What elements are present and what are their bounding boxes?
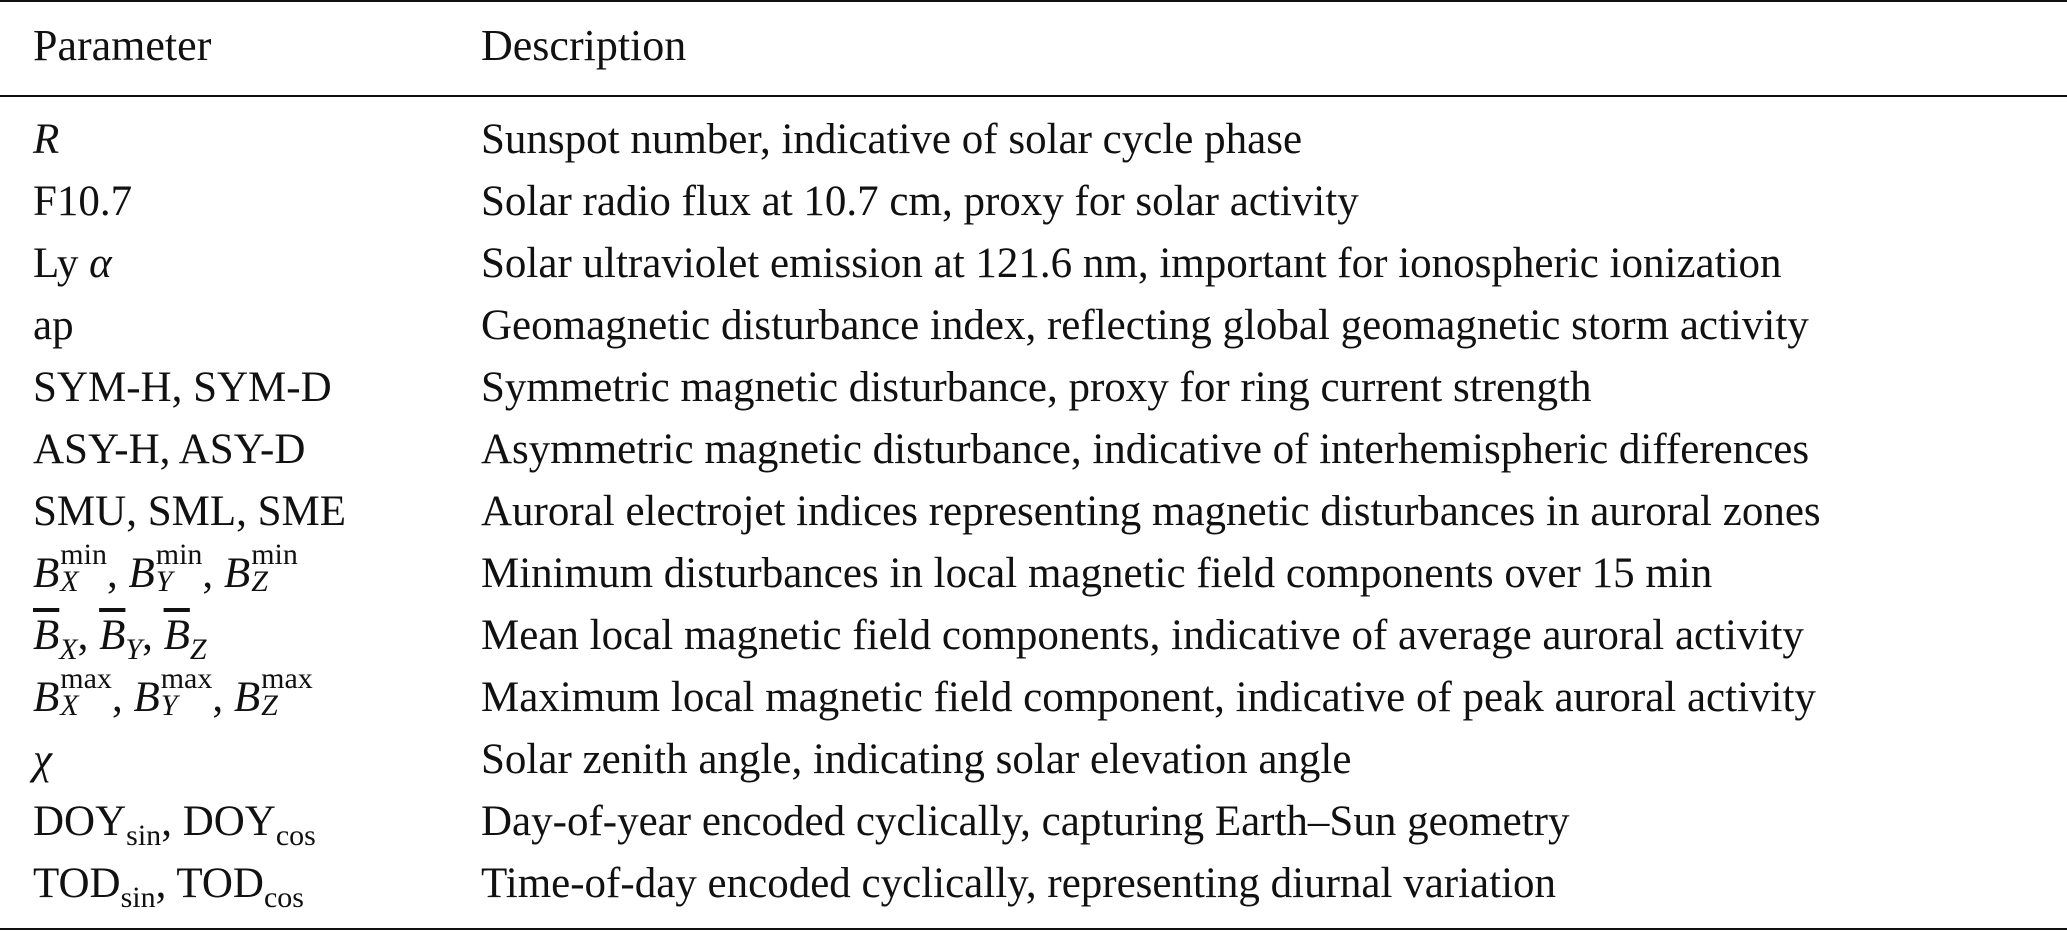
description-cell: Time-of-day encoded cyclically, represen… [481,852,1556,916]
parameter-cell: Ly α [33,232,112,296]
description-cell: Day-of-year encoded cyclically, capturin… [481,790,1569,854]
bottom-rule [0,928,2067,930]
parameter-cell: SYM-H, SYM-D [33,356,332,420]
top-rule [0,0,2067,2]
description-cell: Geomagnetic disturbance index, reflectin… [481,294,1809,358]
description-cell: Asymmetric magnetic disturbance, indicat… [481,418,1809,482]
description-cell: Minimum disturbances in local magnetic f… [481,542,1712,606]
parameter-cell: SMU, SML, SME [33,480,346,544]
table-row: DOYsin, DOYcos Day-of-year encoded cycli… [0,790,2067,854]
description-cell: Auroral electrojet indices representing … [481,480,1821,544]
description-cell: Symmetric magnetic disturbance, proxy fo… [481,356,1592,420]
description-cell: Solar zenith angle, indicating solar ele… [481,728,1351,792]
table-row: R Sunspot number, indicative of solar cy… [0,108,2067,172]
table-row: SYM-H, SYM-D Symmetric magnetic disturba… [0,356,2067,420]
table-row: χ Solar zenith angle, indicating solar e… [0,728,2067,792]
header-rule [0,95,2067,97]
description-cell: Sunspot number, indicative of solar cycl… [481,108,1302,172]
parameter-cell: ap [33,294,74,358]
table-row: TODsin, TODcos Time-of-day encoded cycli… [0,852,2067,916]
description-cell: Maximum local magnetic field component, … [481,666,1816,730]
description-cell: Mean local magnetic field components, in… [481,604,1804,668]
parameter-cell: R [33,108,59,172]
parameter-cell: TODsin, TODcos [33,852,304,920]
header-parameter: Parameter [33,16,211,76]
parameter-cell: DOYsin, DOYcos [33,790,316,858]
description-cell: Solar radio flux at 10.7 cm, proxy for s… [481,170,1359,234]
table-row: BX, BY, BZ Mean local magnetic field com… [0,604,2067,668]
parameter-cell: ASY-H, ASY-D [33,418,305,482]
header-description: Description [481,16,686,76]
table-row: F10.7 Solar radio flux at 10.7 cm, proxy… [0,170,2067,234]
table-row: ASY-H, ASY-D Asymmetric magnetic disturb… [0,418,2067,482]
description-cell: Solar ultraviolet emission at 121.6 nm, … [481,232,1782,296]
parameter-cell: χ [33,728,52,792]
table-row: ap Geomagnetic disturbance index, reflec… [0,294,2067,358]
table-row: SMU, SML, SME Auroral electrojet indices… [0,480,2067,544]
parameter-cell: F10.7 [33,170,132,234]
table-row: Ly α Solar ultraviolet emission at 121.6… [0,232,2067,296]
